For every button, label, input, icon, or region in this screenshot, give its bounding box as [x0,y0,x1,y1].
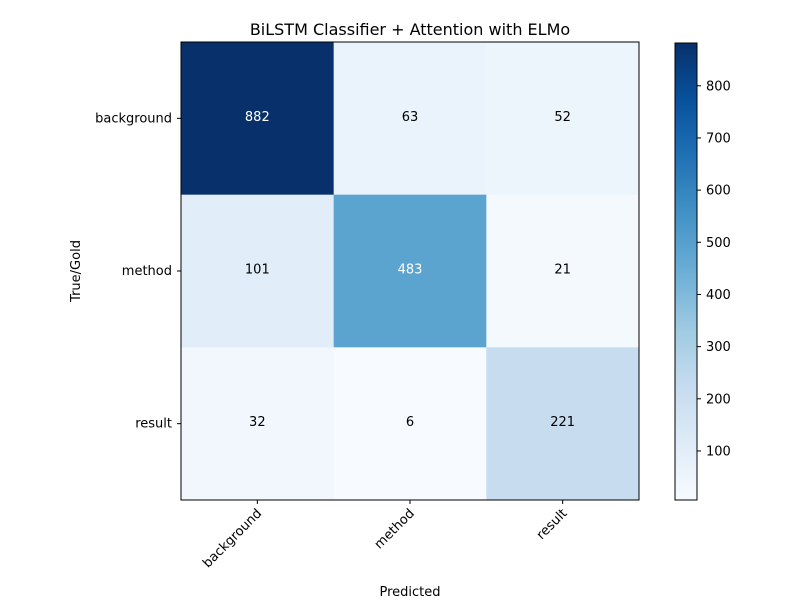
colorbar-tick-label: 300 [706,340,731,355]
heatmap-cell [181,42,335,196]
heatmap-cell [333,42,487,196]
heatmap-cell [181,194,335,348]
x-axis-ticks: background method result [200,500,570,571]
heatmap-cell [181,347,335,501]
cell-value-label: 882 [245,110,270,125]
cell-value-label: 32 [249,415,266,430]
cell-value-label: 21 [554,263,571,278]
x-tick-label: result [534,506,571,543]
y-tick-label: method [122,264,172,279]
colorbar-tick-label: 800 [706,79,731,94]
colorbar-tick-label: 500 [706,236,731,251]
plot-frame [180,41,640,501]
cell-value-label: 6 [406,415,414,430]
heatmap-cell [333,347,487,501]
colorbar [674,42,698,501]
heatmap-cells: 882 63 52 101 483 21 32 6 221 [181,42,640,501]
heatmap-cell [486,347,640,501]
colorbar-tick-label: 700 [706,131,731,146]
cell-value-label: 221 [550,415,575,430]
heatmap-cell [486,194,640,348]
y-tick-label: background [95,111,172,126]
cell-value-label: 101 [245,263,270,278]
y-axis-label: True/Gold [69,240,84,303]
chart-title: BiLSTM Classifier + Attention with ELMo [250,20,570,39]
cell-value-label: 483 [398,263,423,278]
x-tick-label: method [372,506,418,552]
heatmap-cell [486,42,640,196]
heatmap-cell [333,194,487,348]
colorbar-tick-label: 100 [706,444,731,459]
colorbar-tick-label: 200 [706,392,731,407]
cell-value-label: 63 [402,110,419,125]
colorbar-ticks: 100 200 300 400 500 600 700 800 [697,79,731,459]
y-axis-ticks: background method result [95,111,181,432]
cell-value-label: 52 [554,110,571,125]
colorbar-tick-label: 400 [706,288,731,303]
colorbar-tick-label: 600 [706,184,731,199]
x-tick-label: background [200,506,265,571]
x-axis-label: Predicted [379,585,440,600]
y-tick-label: result [135,417,172,432]
